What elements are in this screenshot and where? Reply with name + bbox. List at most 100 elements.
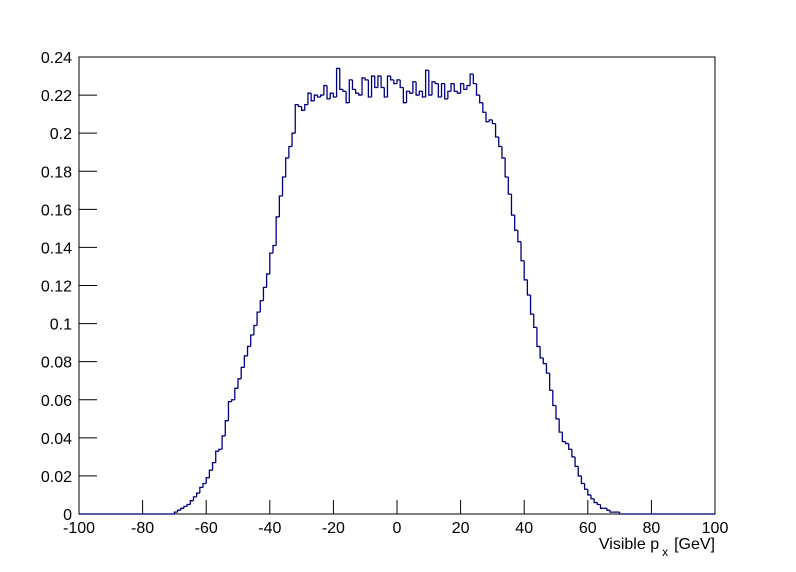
histogram-bin — [405, 90, 410, 103]
histogram-bin — [517, 230, 522, 243]
histogram-bin — [529, 295, 534, 315]
histogram-bin — [504, 157, 509, 178]
histogram-bin — [205, 477, 210, 484]
histogram-bin — [507, 176, 512, 195]
histogram-bin — [218, 448, 223, 452]
histogram-bin — [402, 87, 407, 104]
histogram-bin — [272, 244, 277, 254]
x-tick-label: -20 — [322, 520, 345, 537]
y-tick-label: 0.18 — [41, 164, 72, 181]
histogram-bin — [526, 279, 531, 296]
x-tick-label: 60 — [579, 520, 597, 537]
x-tick-label: -80 — [131, 520, 154, 537]
histogram-bin — [510, 194, 515, 216]
histogram-bin — [609, 510, 614, 513]
histogram-bin — [580, 475, 585, 485]
histogram-bin — [466, 84, 471, 90]
histogram-bin — [355, 89, 359, 94]
histogram-bin — [180, 507, 184, 511]
histogram-bin — [297, 104, 302, 108]
y-tick-label: 0 — [63, 507, 72, 524]
histogram-bin — [230, 399, 235, 402]
histogram-bin — [590, 494, 595, 500]
histogram-bin — [453, 83, 458, 92]
y-tick-label: 0.04 — [41, 431, 72, 448]
histogram-bin — [237, 378, 242, 389]
histogram-bin — [491, 119, 496, 125]
x-axis-title-subscript: x — [662, 545, 668, 559]
histogram-bin — [196, 492, 200, 497]
histogram-bin — [208, 469, 213, 478]
histogram-bin — [558, 418, 563, 433]
histogram-bin — [361, 77, 366, 96]
histogram-bin — [469, 73, 474, 86]
y-tick-label: 0.22 — [41, 88, 72, 105]
x-axis-title: Visible p x [GeV] — [599, 536, 715, 559]
histogram-bin — [250, 334, 254, 347]
histogram-bin — [269, 252, 273, 275]
histogram-bin — [370, 75, 375, 97]
y-tick-label: 0.16 — [41, 202, 72, 219]
histogram-bin — [399, 79, 404, 89]
histogram-bin — [475, 83, 480, 96]
histogram-bin — [358, 93, 363, 96]
x-tick-label: 20 — [452, 520, 470, 537]
histogram-bin — [304, 103, 308, 111]
histogram-bin — [498, 136, 502, 148]
histogram-bin — [548, 373, 553, 391]
histogram-bin — [386, 75, 391, 97]
histogram-bin — [472, 74, 477, 85]
histogram-bin — [329, 92, 334, 99]
histogram-bin — [571, 449, 576, 458]
histogram-bin — [339, 68, 343, 91]
histogram-bin — [523, 260, 528, 281]
histogram-bin — [351, 79, 356, 91]
histogram-bin — [256, 311, 261, 326]
histogram-bin — [288, 145, 293, 158]
y-tick-label: 0.1 — [50, 317, 72, 334]
histogram-bin — [583, 483, 588, 490]
histogram-bin — [396, 79, 401, 84]
histogram-bin — [606, 508, 611, 511]
y-tick-label: 0.02 — [41, 469, 72, 486]
histogram-bin — [431, 81, 436, 96]
x-tick-label: 80 — [643, 520, 661, 537]
histogram-bin — [542, 357, 547, 365]
histogram-bin — [456, 91, 461, 94]
histogram-bin — [246, 345, 251, 356]
histogram-bin — [552, 390, 556, 407]
histogram-bin — [564, 441, 569, 445]
histogram-bin — [593, 498, 598, 504]
histogram-bin — [189, 500, 194, 505]
x-tick-label: 100 — [702, 520, 729, 537]
histogram-bin — [599, 504, 604, 509]
histogram-bin — [536, 327, 541, 348]
y-tick-label: 0.2 — [50, 126, 72, 143]
histogram-bin — [393, 79, 397, 85]
histogram-bin — [561, 432, 566, 443]
histogram-bin — [240, 366, 245, 379]
histogram-bin — [440, 83, 445, 97]
histogram-bin — [323, 84, 328, 96]
histogram-bin — [428, 70, 432, 96]
histogram-bin — [555, 405, 560, 420]
histogram-bin — [335, 67, 340, 97]
histogram-bin — [259, 300, 264, 313]
histogram-bin — [377, 75, 382, 88]
histogram-bin — [383, 87, 388, 98]
histogram-bin — [183, 505, 188, 509]
histogram-bin — [215, 450, 219, 463]
histogram-bin — [514, 215, 518, 231]
histogram-bin — [482, 102, 487, 113]
histogram-bin — [545, 363, 550, 374]
histogram-bin — [262, 286, 267, 301]
histogram-bin — [568, 443, 572, 450]
histogram-bin — [444, 83, 448, 100]
x-tick-label: -100 — [63, 520, 95, 537]
histogram-bin — [211, 461, 216, 471]
plot-frame — [78, 56, 716, 515]
histogram-bin — [320, 94, 324, 97]
histogram-bin — [479, 95, 483, 104]
x-tick-label: -40 — [258, 520, 281, 537]
